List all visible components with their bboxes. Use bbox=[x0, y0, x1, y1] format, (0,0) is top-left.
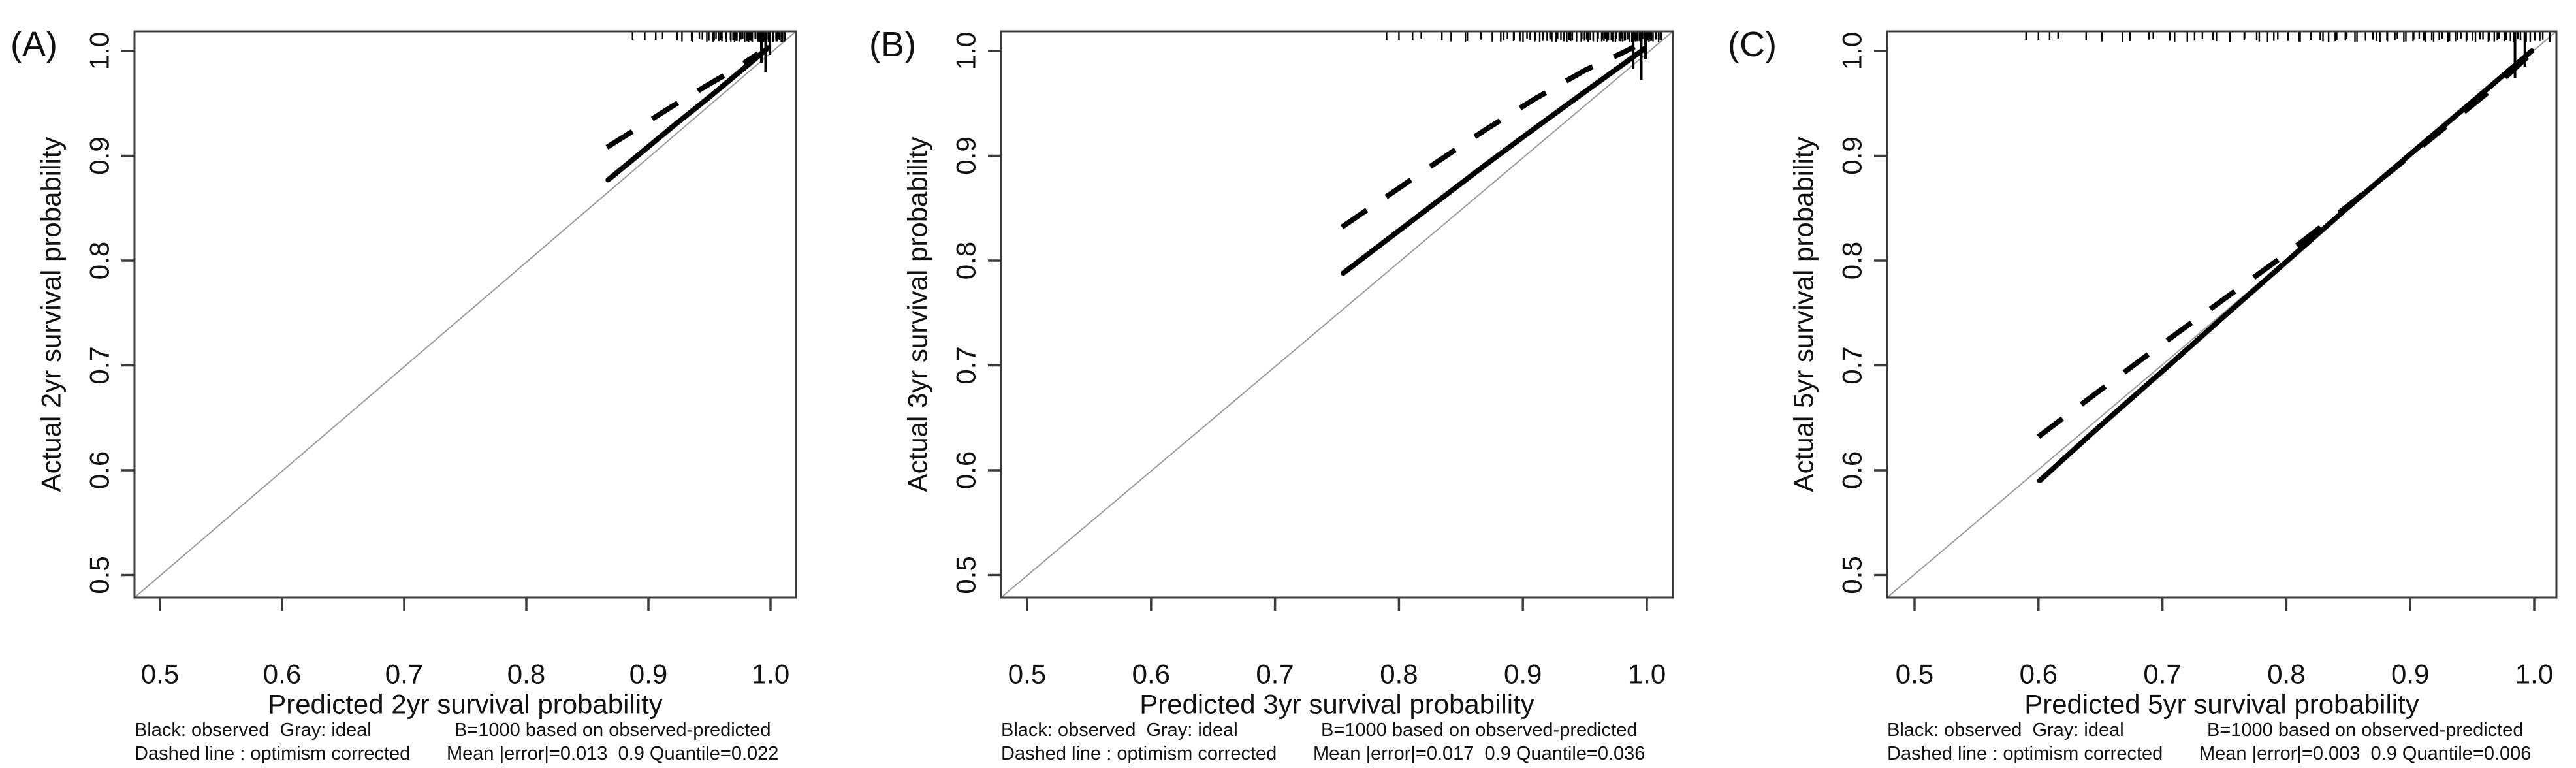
y-tick-label: 1.0 bbox=[1837, 32, 1868, 70]
x-axis-title: Predicted 3yr survival probability bbox=[1139, 689, 1534, 720]
legend-error-stats: Mean |error|=0.013 0.9 Quantile=0.022 bbox=[447, 743, 778, 764]
predicted-distribution-rug bbox=[631, 31, 786, 72]
y-tick-label: 0.6 bbox=[84, 451, 115, 489]
plot-border bbox=[1000, 30, 1674, 599]
y-tick-label: 0.7 bbox=[1837, 346, 1868, 384]
y-tick-label: 0.8 bbox=[1837, 242, 1868, 280]
x-tick-label: 0.6 bbox=[2020, 659, 2058, 690]
legend-error-stats: Mean |error|=0.017 0.9 Quantile=0.036 bbox=[1313, 743, 1645, 764]
x-tick-label: 0.8 bbox=[507, 659, 545, 690]
legend-dashed-line: Dashed line : optimism corrected bbox=[1887, 743, 2163, 764]
x-tick-label: 0.5 bbox=[1008, 659, 1046, 690]
y-tick-label: 0.8 bbox=[84, 242, 115, 280]
y-tick-label: 0.5 bbox=[951, 556, 981, 594]
calibration-plot-3yr: 0.5 0.6 0.7 0.8 0.9 1.0 0.5 0.6 0.7 0.8 0.9 1.0 (B) P… bbox=[869, 25, 1674, 764]
ideal-line bbox=[1000, 31, 1674, 598]
y-tick-label: 1.0 bbox=[84, 32, 115, 70]
ideal-line bbox=[134, 31, 797, 598]
x-tick-label: 1.0 bbox=[752, 659, 789, 690]
observed-curve bbox=[605, 45, 771, 183]
legend-observed-ideal: Black: observed Gray: ideal bbox=[1001, 720, 1238, 741]
x-axis-title: Predicted 5yr survival probability bbox=[2024, 689, 2419, 720]
predicted-distribution-rug bbox=[2025, 31, 2551, 78]
x-tick-label: 1.0 bbox=[1628, 659, 1666, 690]
x-tick-label: 0.6 bbox=[263, 659, 301, 690]
y-tick-label: 0.8 bbox=[951, 242, 981, 280]
predicted-distribution-rug bbox=[1386, 31, 1662, 80]
plot-border bbox=[1886, 30, 2558, 599]
legend-error-stats: Mean |error|=0.003 0.9 Quantile=0.006 bbox=[2199, 743, 2531, 764]
x-tick-label: 0.5 bbox=[141, 659, 179, 690]
x-tick-label: 0.9 bbox=[629, 659, 667, 690]
legend-observed-ideal: Black: observed Gray: ideal bbox=[1887, 720, 2124, 741]
x-tick-label: 0.9 bbox=[1504, 659, 1542, 690]
legend-bootstrap: B=1000 based on observed-predicted bbox=[1321, 720, 1638, 741]
calibration-plot-5yr: 0.5 0.6 0.7 0.8 0.9 1.0 0.5 0.6 0.7 0.8 0.9 1.0 (C) P… bbox=[1728, 25, 2558, 764]
panel-5yr-calibration: 0.5 0.6 0.7 0.8 0.9 1.0 0.5 0.6 0.7 0.8 0.9 1.0 (C) P… bbox=[1717, 0, 2576, 768]
optimism-corrected-curve bbox=[605, 51, 760, 150]
panel-letter: (C) bbox=[1728, 25, 1777, 64]
x-tick-label: 0.8 bbox=[1380, 659, 1418, 690]
y-tick-label: 0.6 bbox=[951, 451, 981, 489]
legend-bootstrap: B=1000 based on observed-predicted bbox=[2207, 720, 2524, 741]
x-tick-label: 0.7 bbox=[2143, 659, 2181, 690]
calibration-plot-2yr: 0.5 0.6 0.7 0.8 0.9 1.0 0.5 0.6 0.7 0.8 0.9 1.0 (A) P… bbox=[10, 25, 797, 764]
panel-letter: (A) bbox=[10, 25, 57, 64]
y-tick-label: 0.9 bbox=[84, 136, 115, 174]
plot-border bbox=[133, 30, 797, 599]
y-tick-label: 1.0 bbox=[951, 32, 981, 70]
y-tick-label: 0.5 bbox=[1837, 556, 1868, 594]
observed-curve bbox=[2037, 48, 2535, 484]
x-axis-title: Predicted 2yr survival probability bbox=[268, 689, 663, 720]
y-axis-title: Actual 5yr survival probability bbox=[1789, 137, 1819, 492]
legend-dashed-line: Dashed line : optimism corrected bbox=[1001, 743, 1277, 764]
y-tick-label: 0.5 bbox=[84, 556, 115, 594]
panel-letter: (B) bbox=[869, 25, 916, 64]
x-tick-label: 0.7 bbox=[1256, 659, 1294, 690]
panel-3yr-calibration: 0.5 0.6 0.7 0.8 0.9 1.0 0.5 0.6 0.7 0.8 0.9 1.0 (B) P… bbox=[859, 0, 1717, 768]
x-tick-label: 1.0 bbox=[2515, 659, 2553, 690]
x-tick-label: 0.7 bbox=[385, 659, 423, 690]
y-axis-title: Actual 2yr survival probability bbox=[36, 137, 67, 492]
legend-bootstrap: B=1000 based on observed-predicted bbox=[454, 720, 771, 741]
y-tick-label: 0.6 bbox=[1837, 451, 1868, 489]
panel-2yr-calibration: 0.5 0.6 0.7 0.8 0.9 1.0 0.5 0.6 0.7 0.8 0.9 1.0 (A) P… bbox=[0, 0, 859, 768]
x-tick-label: 0.6 bbox=[1132, 659, 1170, 690]
x-tick-label: 0.9 bbox=[2391, 659, 2429, 690]
y-tick-label: 0.9 bbox=[1837, 136, 1868, 174]
y-tick-label: 0.9 bbox=[951, 136, 981, 174]
legend-dashed-line: Dashed line : optimism corrected bbox=[135, 743, 410, 764]
optimism-corrected-curve bbox=[2037, 51, 2534, 439]
observed-curve bbox=[1340, 46, 1647, 276]
y-tick-label: 0.7 bbox=[84, 346, 115, 384]
x-tick-label: 0.5 bbox=[1896, 659, 1933, 690]
x-tick-label: 0.8 bbox=[2267, 659, 2305, 690]
legend-observed-ideal: Black: observed Gray: ideal bbox=[135, 720, 372, 741]
y-tick-label: 0.7 bbox=[951, 346, 981, 384]
y-axis-title: Actual 3yr survival probability bbox=[902, 137, 933, 492]
optimism-corrected-curve bbox=[1340, 44, 1636, 229]
